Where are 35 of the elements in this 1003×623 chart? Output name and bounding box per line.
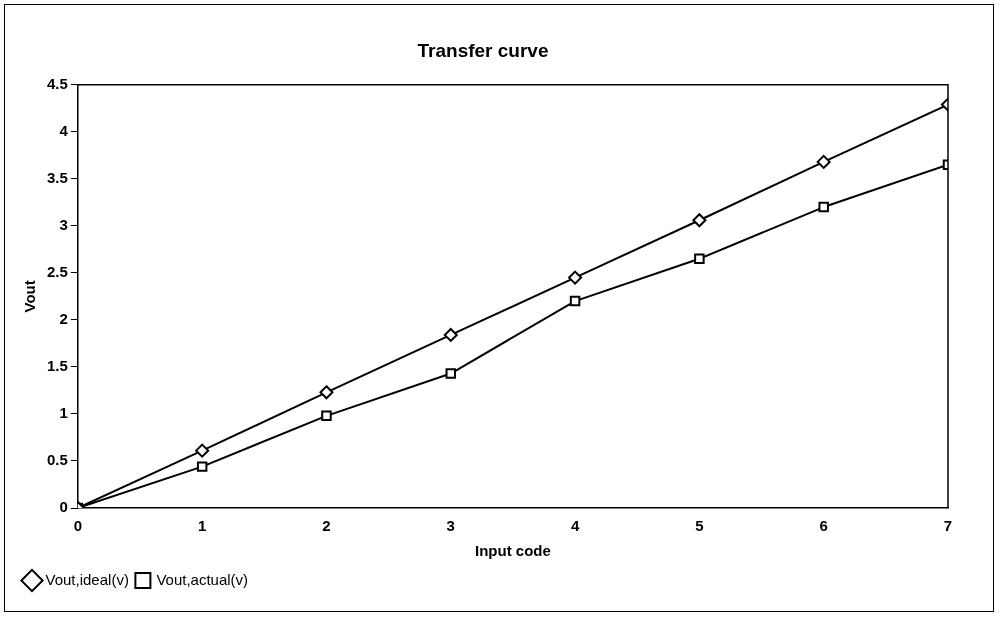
point xyxy=(568,270,583,285)
y-tick-label: 3 xyxy=(59,216,68,234)
point xyxy=(445,368,457,379)
x-tick-label: 2 xyxy=(322,517,331,535)
x-axis-title: Input code xyxy=(475,542,551,560)
x-tick-label: 4 xyxy=(570,517,580,535)
y-tick-label: 1 xyxy=(59,404,68,422)
point xyxy=(196,461,208,472)
y-tick-label: 0.5 xyxy=(46,451,68,469)
y-tick-label: 4.5 xyxy=(46,74,68,92)
point xyxy=(692,213,707,228)
y-tick-label: 4 xyxy=(59,121,69,139)
x-tick-label: 1 xyxy=(197,517,207,535)
y-axis-title: Vout xyxy=(21,280,39,313)
x-tick-label: 7 xyxy=(943,517,953,535)
y-tick-label: 3.5 xyxy=(46,168,68,186)
chart-title: Transfer curve xyxy=(417,39,549,61)
y-tick-label: 2 xyxy=(59,310,68,328)
x-tick-label: 0 xyxy=(73,517,83,535)
point xyxy=(443,327,458,342)
point xyxy=(195,443,210,458)
point xyxy=(569,295,581,307)
x-tick-label: 6 xyxy=(819,517,828,535)
x-tick-label: 5 xyxy=(695,517,704,535)
y-tick-label: 1.5 xyxy=(46,357,68,375)
point xyxy=(818,201,829,213)
y-tick-label: 2.5 xyxy=(46,263,68,281)
legend-label: Vout,actual(v) xyxy=(156,570,249,588)
y-tick-label: 0 xyxy=(59,498,68,516)
point xyxy=(319,385,334,400)
legend-label: Vout,ideal(v) xyxy=(45,570,129,588)
point xyxy=(816,154,831,169)
point xyxy=(321,410,332,422)
point xyxy=(694,253,705,265)
x-tick-label: 3 xyxy=(446,517,455,535)
